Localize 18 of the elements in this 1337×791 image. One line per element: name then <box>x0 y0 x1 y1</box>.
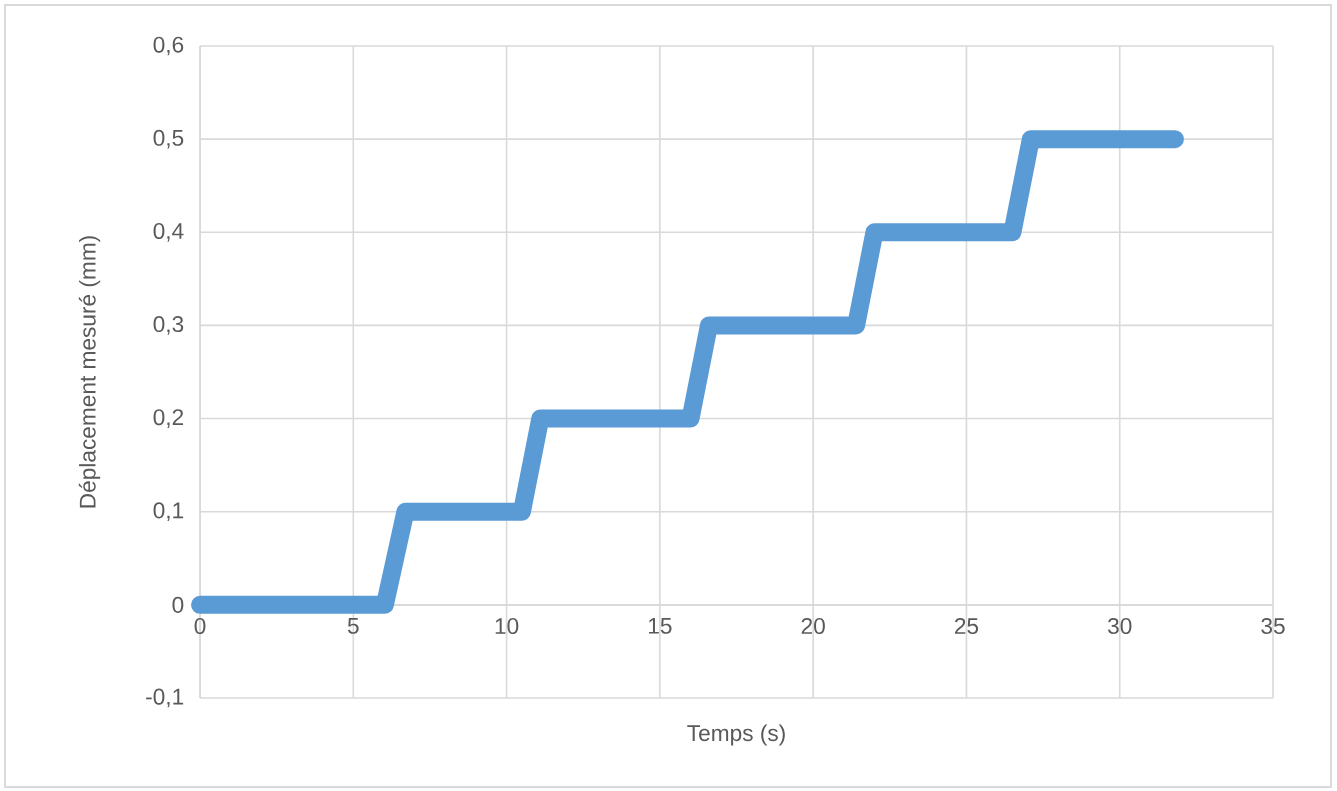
x-tick-label: 20 <box>801 617 825 635</box>
y-tick-label: -0,1 <box>146 688 184 708</box>
x-tick-label: 10 <box>495 617 519 635</box>
y-tick-label: 0,4 <box>153 222 184 242</box>
y-tick-label: 0,3 <box>153 316 184 335</box>
x-tick-label: 5 <box>347 617 359 634</box>
y-tick-label: 0,6 <box>153 36 184 56</box>
y-tick-label: 0,5 <box>153 129 184 149</box>
y-tick-label: 0 <box>172 596 184 613</box>
x-tick-label: 15 <box>649 617 672 634</box>
x-tick-label: 30 <box>1107 617 1132 635</box>
y-axis-title: Déplacement mesuré (mm) <box>78 236 101 508</box>
y-tick-label: 0,2 <box>153 409 184 428</box>
x-axis-title: Temps (s) <box>687 724 785 746</box>
x-tick-label: 0 <box>194 617 206 635</box>
y-tick-label: 0,1 <box>153 502 184 522</box>
x-tick-label: 35 <box>1261 617 1285 635</box>
x-tick-label: 25 <box>954 617 979 635</box>
